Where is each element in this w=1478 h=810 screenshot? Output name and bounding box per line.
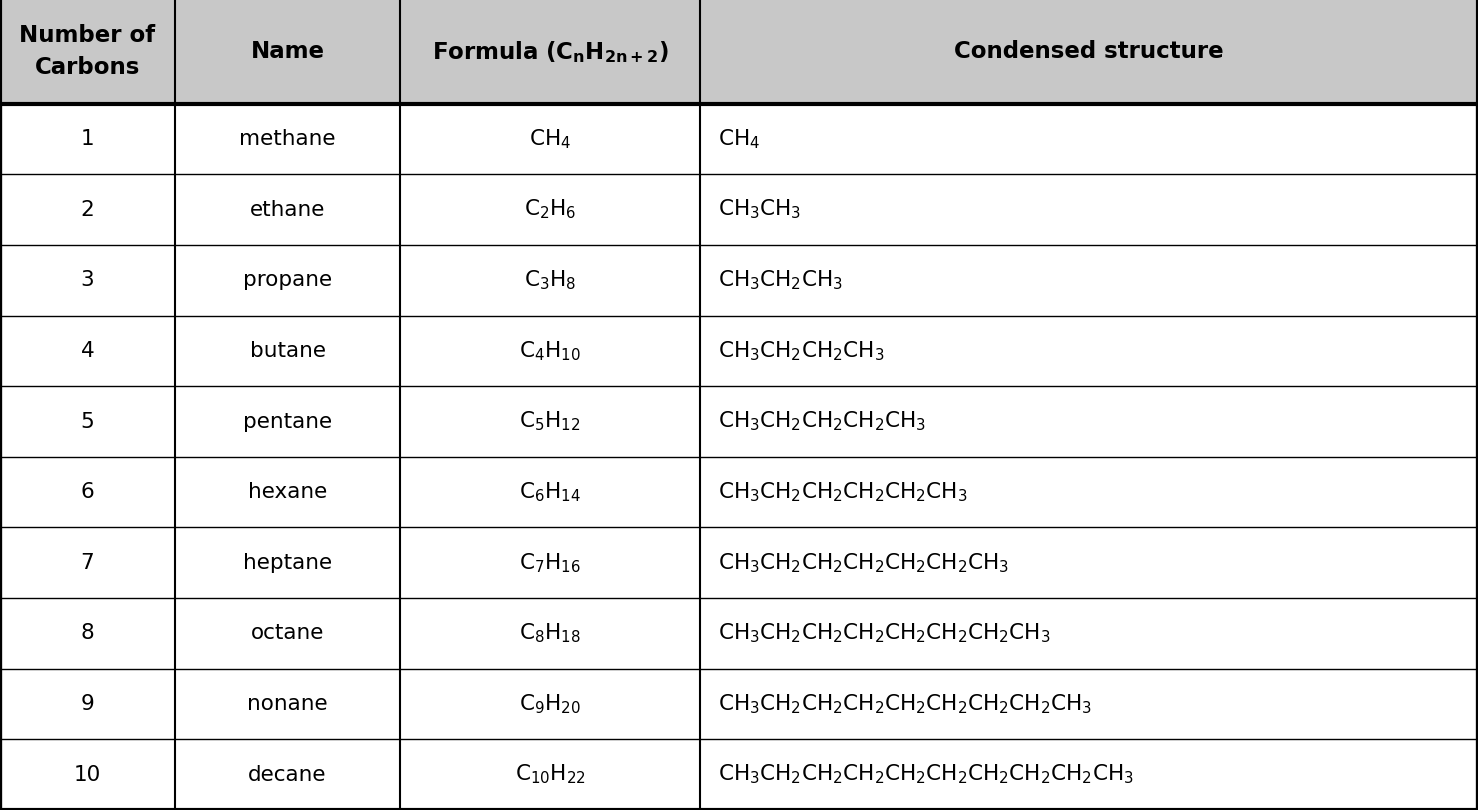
Text: decane: decane xyxy=(248,765,327,785)
Text: 8: 8 xyxy=(81,624,95,643)
Text: $\mathrm{CH_3}\mathrm{CH_2}\mathrm{CH_2}\mathrm{CH_3}$: $\mathrm{CH_3}\mathrm{CH_2}\mathrm{CH_2}… xyxy=(718,339,884,363)
Text: $\mathrm{C_{9}H_{20}}$: $\mathrm{C_{9}H_{20}}$ xyxy=(519,693,581,716)
Text: hexane: hexane xyxy=(248,482,327,502)
Text: 5: 5 xyxy=(81,411,95,432)
Text: $\mathrm{CH_3}\mathrm{CH_2}\mathrm{CH_2}\mathrm{CH_2}\mathrm{CH_2}\mathrm{CH_2}\: $\mathrm{CH_3}\mathrm{CH_2}\mathrm{CH_2}… xyxy=(718,763,1134,787)
Text: $\mathrm{C_{7}H_{16}}$: $\mathrm{C_{7}H_{16}}$ xyxy=(519,551,581,574)
Text: Condensed structure: Condensed structure xyxy=(955,40,1224,63)
Text: $\mathrm{C_{6}H_{14}}$: $\mathrm{C_{6}H_{14}}$ xyxy=(519,480,581,504)
Text: $\mathrm{CH_4}$: $\mathrm{CH_4}$ xyxy=(718,127,760,151)
Text: 9: 9 xyxy=(81,694,95,714)
Text: $\mathrm{C_{4}H_{10}}$: $\mathrm{C_{4}H_{10}}$ xyxy=(519,339,581,363)
Text: heptane: heptane xyxy=(242,552,333,573)
Text: $\mathrm{C_{3}H_{8}}$: $\mathrm{C_{3}H_{8}}$ xyxy=(525,268,576,292)
Text: 6: 6 xyxy=(81,482,95,502)
Text: $\bf{Formula\ (C_nH_{2n+2})}$: $\bf{Formula\ (C_nH_{2n+2})}$ xyxy=(432,39,668,65)
Text: 3: 3 xyxy=(81,271,95,290)
Text: $\mathrm{CH_3}\mathrm{CH_2}\mathrm{CH_3}$: $\mathrm{CH_3}\mathrm{CH_2}\mathrm{CH_3}… xyxy=(718,268,842,292)
Text: 2: 2 xyxy=(81,199,95,220)
Text: butane: butane xyxy=(250,341,325,361)
Text: $\mathrm{CH_3}\mathrm{CH_2}\mathrm{CH_2}\mathrm{CH_2}\mathrm{CH_2}\mathrm{CH_2}\: $\mathrm{CH_3}\mathrm{CH_2}\mathrm{CH_2}… xyxy=(718,693,1092,716)
Text: pentane: pentane xyxy=(242,411,333,432)
Text: octane: octane xyxy=(251,624,324,643)
Text: nonane: nonane xyxy=(247,694,328,714)
Bar xyxy=(0,0,1478,104)
Text: Number of
Carbons: Number of Carbons xyxy=(19,24,155,79)
Text: 1: 1 xyxy=(81,129,95,149)
Text: $\mathrm{CH_3}\mathrm{CH_2}\mathrm{CH_2}\mathrm{CH_2}\mathrm{CH_2}\mathrm{CH_2}\: $\mathrm{CH_3}\mathrm{CH_2}\mathrm{CH_2}… xyxy=(718,551,1009,574)
Text: $\mathrm{C_{5}H_{12}}$: $\mathrm{C_{5}H_{12}}$ xyxy=(519,410,581,433)
Text: $\mathrm{CH_3}\mathrm{CH_2}\mathrm{CH_2}\mathrm{CH_2}\mathrm{CH_2}\mathrm{CH_3}$: $\mathrm{CH_3}\mathrm{CH_2}\mathrm{CH_2}… xyxy=(718,480,968,504)
Text: $\mathrm{CH_3}\mathrm{CH_2}\mathrm{CH_2}\mathrm{CH_2}\mathrm{CH_3}$: $\mathrm{CH_3}\mathrm{CH_2}\mathrm{CH_2}… xyxy=(718,410,925,433)
Text: 7: 7 xyxy=(81,552,95,573)
Text: methane: methane xyxy=(239,129,336,149)
Text: $\mathrm{C_{2}H_{6}}$: $\mathrm{C_{2}H_{6}}$ xyxy=(525,198,576,221)
Text: $\mathrm{C_{8}H_{18}}$: $\mathrm{C_{8}H_{18}}$ xyxy=(519,621,581,646)
Text: Name: Name xyxy=(251,40,325,63)
Text: ethane: ethane xyxy=(250,199,325,220)
Text: $\mathrm{CH_4}$: $\mathrm{CH_4}$ xyxy=(529,127,571,151)
Text: $\mathrm{CH_3}\mathrm{CH_2}\mathrm{CH_2}\mathrm{CH_2}\mathrm{CH_2}\mathrm{CH_2}\: $\mathrm{CH_3}\mathrm{CH_2}\mathrm{CH_2}… xyxy=(718,621,1051,646)
Text: 10: 10 xyxy=(74,765,101,785)
Text: $\mathrm{C_{10}H_{22}}$: $\mathrm{C_{10}H_{22}}$ xyxy=(514,763,585,787)
Text: propane: propane xyxy=(242,271,333,290)
Text: 4: 4 xyxy=(81,341,95,361)
Text: $\mathrm{CH_3CH_3}$: $\mathrm{CH_3CH_3}$ xyxy=(718,198,801,221)
